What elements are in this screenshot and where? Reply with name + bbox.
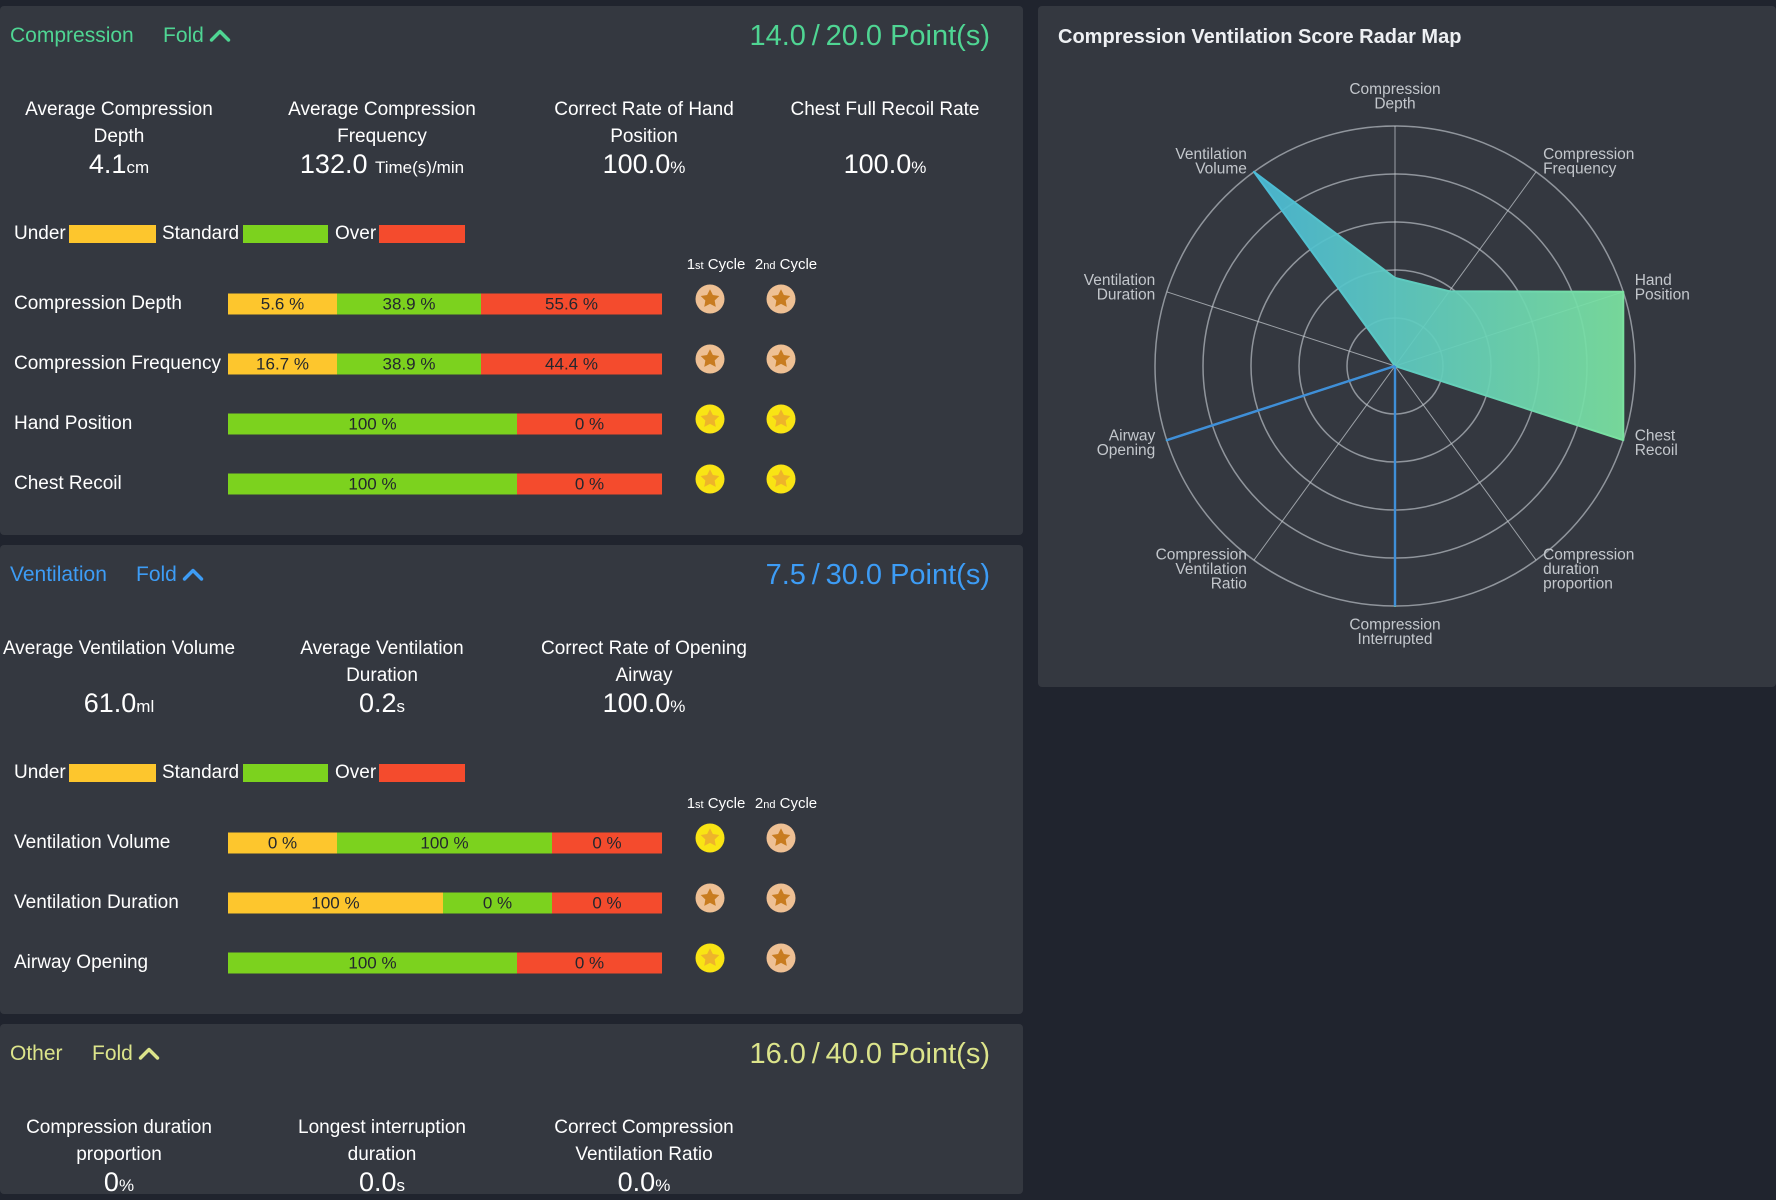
svg-text:Duration: Duration: [1097, 286, 1156, 303]
svg-text:Compression: Compression: [1349, 81, 1440, 98]
svg-text:Ventilation: Ventilation: [1084, 272, 1156, 289]
svg-text:duration: duration: [1543, 561, 1599, 578]
svg-text:proportion: proportion: [1543, 575, 1613, 592]
svg-text:Frequency: Frequency: [1543, 160, 1616, 177]
svg-text:Ventilation: Ventilation: [1175, 561, 1247, 578]
svg-text:Ratio: Ratio: [1211, 575, 1247, 592]
svg-text:Compression: Compression: [1156, 546, 1247, 563]
svg-text:Compression: Compression: [1543, 546, 1634, 563]
svg-text:Position: Position: [1635, 286, 1690, 303]
svg-text:Hand: Hand: [1635, 272, 1672, 289]
svg-text:Compression: Compression: [1349, 617, 1440, 634]
svg-text:Airway: Airway: [1109, 428, 1156, 445]
svg-text:Volume: Volume: [1195, 160, 1247, 177]
svg-text:Ventilation: Ventilation: [1175, 146, 1247, 163]
svg-text:Compression: Compression: [1543, 146, 1634, 163]
svg-text:Interrupted: Interrupted: [1358, 631, 1433, 648]
svg-text:Recoil: Recoil: [1635, 442, 1678, 459]
svg-text:Chest: Chest: [1635, 428, 1676, 445]
svg-text:Opening: Opening: [1097, 442, 1156, 459]
svg-text:Depth: Depth: [1374, 95, 1415, 112]
